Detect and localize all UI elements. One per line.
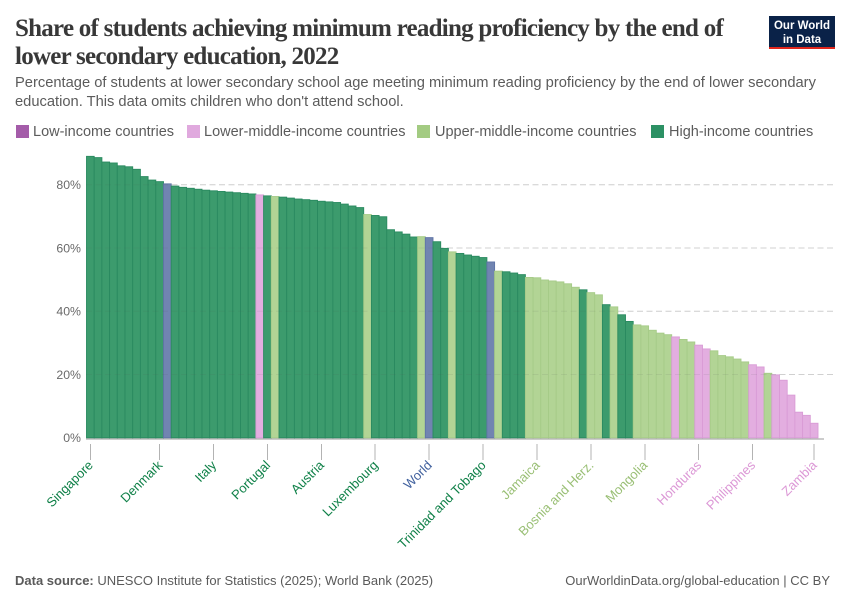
svg-text:Italy: Italy (192, 457, 220, 485)
svg-text:80%: 80% (56, 178, 81, 192)
svg-text:Jamaica: Jamaica (498, 457, 543, 502)
svg-text:Mongolia: Mongolia (602, 457, 650, 505)
svg-text:Singapore: Singapore (43, 458, 96, 511)
svg-text:Portugal: Portugal (228, 457, 273, 502)
svg-text:Denmark: Denmark (117, 457, 165, 505)
svg-text:60%: 60% (56, 241, 81, 255)
svg-text:Honduras: Honduras (654, 457, 705, 508)
svg-text:40%: 40% (56, 305, 81, 319)
svg-text:0%: 0% (63, 431, 81, 445)
svg-text:World: World (400, 458, 434, 492)
svg-text:Zambia: Zambia (778, 457, 820, 499)
svg-text:Austria: Austria (288, 457, 328, 497)
svg-text:Philippines: Philippines (703, 457, 758, 512)
svg-text:Luxembourg: Luxembourg (319, 458, 381, 520)
svg-text:20%: 20% (56, 368, 81, 382)
